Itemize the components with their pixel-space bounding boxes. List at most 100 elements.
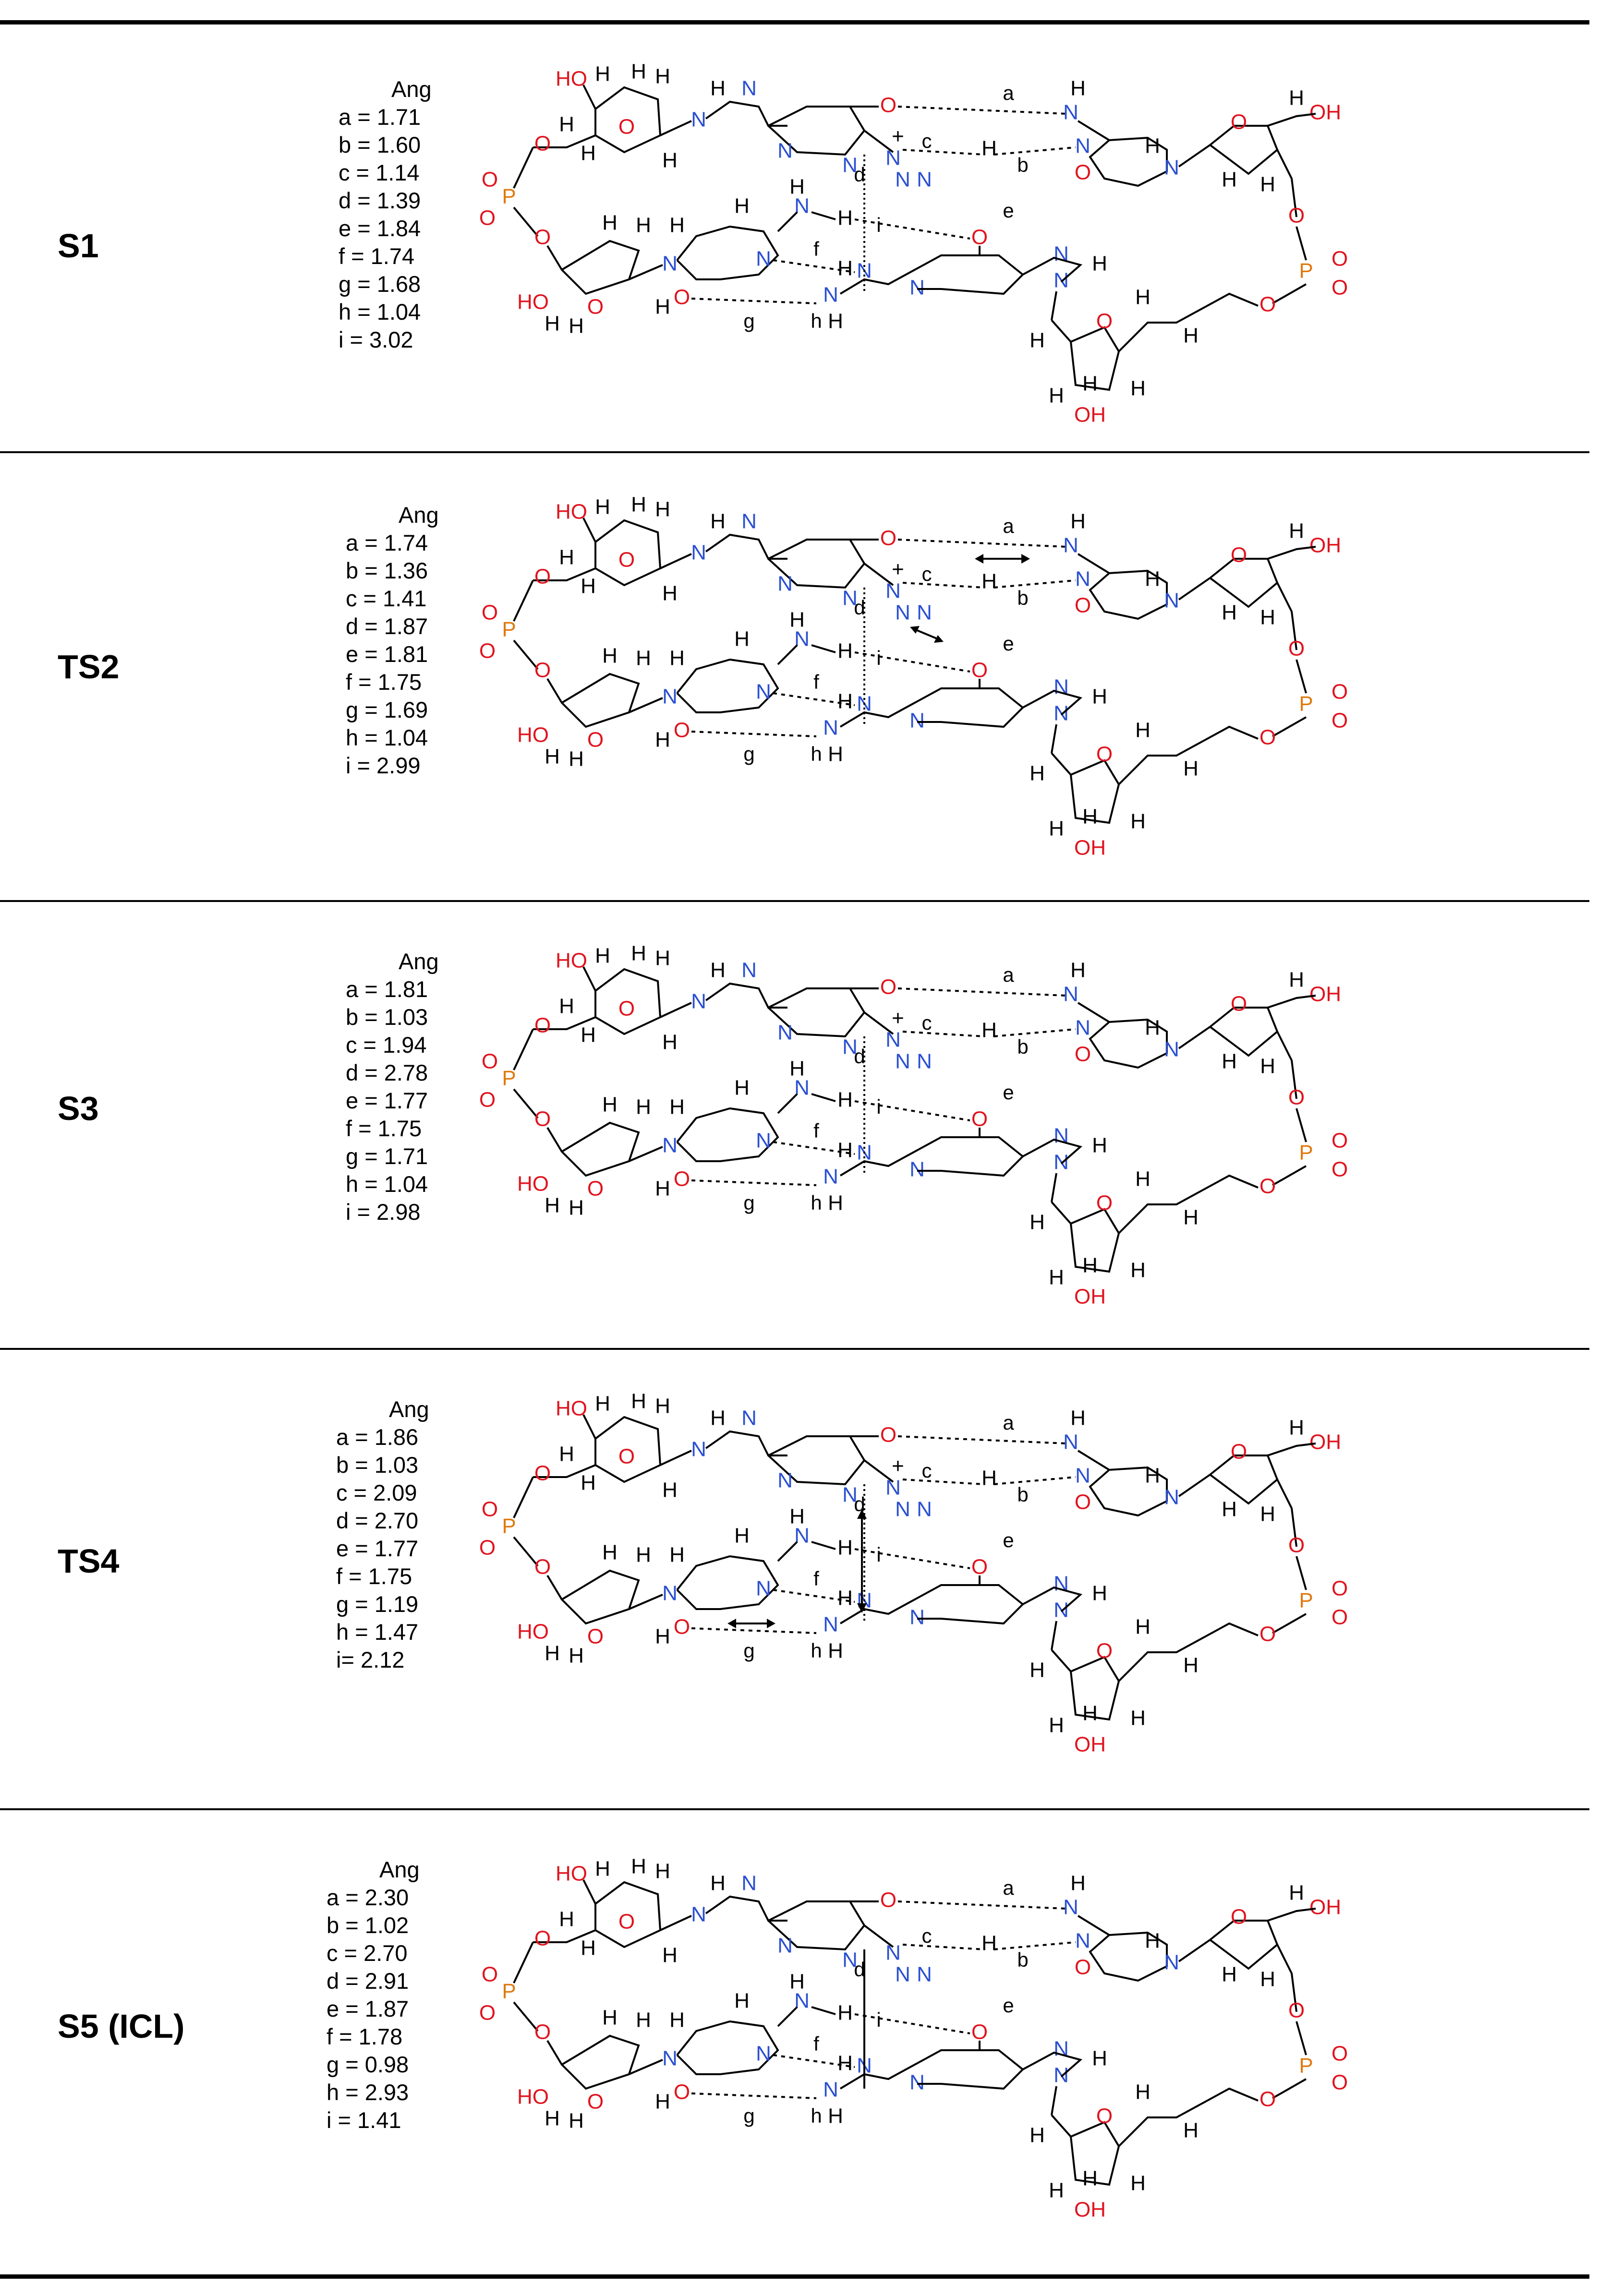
hydrogen: H	[837, 1088, 853, 1112]
hydrogen: H	[595, 1857, 610, 1881]
hbond-g	[691, 2092, 817, 2099]
hydrogen: H	[581, 1023, 596, 1047]
distance-value: c = 2.70	[327, 1940, 408, 1966]
hydrogen: H	[662, 1944, 678, 1967]
distance-value: b = 1.60	[339, 132, 421, 157]
phosphate-oxygen: O	[1332, 247, 1348, 271]
glycosidic-bond	[629, 1146, 663, 1162]
distance-parameters: Ang a = 1.86 b = 1.03 c = 2.09 d = 2.70 e = 1…	[336, 1395, 429, 1674]
bond	[811, 2006, 836, 2015]
phosphodiester-bond	[513, 147, 534, 189]
glycosidic-bond	[629, 1594, 663, 1610]
distance-value: c = 1.41	[346, 586, 427, 611]
hydrogen: H	[1082, 2167, 1098, 2190]
distance-value: e = 1.84	[339, 216, 421, 241]
carbonyl-oxygen: O	[1075, 1956, 1091, 1979]
hbond-e	[854, 1100, 970, 1121]
hydrogen: H	[1260, 1055, 1275, 1078]
hydrogen: H	[1289, 968, 1304, 992]
bond-label-b: b	[1017, 587, 1028, 609]
species-label: S5 (ICL)	[58, 2007, 185, 2045]
sugar-ring-oxygen: O	[1231, 543, 1247, 567]
arrow-head	[767, 1619, 775, 1628]
oxygen: O	[1288, 204, 1305, 228]
hbond-f	[773, 1141, 855, 1155]
hydrogen: H	[837, 206, 853, 230]
bond	[1267, 1443, 1316, 1456]
distance-value: e = 1.77	[336, 1536, 419, 1561]
hydrogen: H	[828, 1191, 843, 1215]
hbond-c	[902, 582, 985, 589]
hydroxyl-group: OH	[1309, 983, 1341, 1006]
hydrogen: H	[1049, 384, 1064, 408]
diazonium-nitrogen: N	[917, 1050, 932, 1073]
hbond-f	[773, 259, 855, 273]
sugar-ring-oxygen: O	[1231, 992, 1247, 1016]
hydrogen: H	[655, 498, 670, 521]
ring-nitrogen: N	[741, 77, 757, 100]
phosphate-oxygen: O	[482, 601, 498, 625]
phosphorus-right: P	[1299, 1141, 1313, 1165]
hydrogen: H	[1183, 1206, 1199, 1229]
hydrogen: H	[655, 295, 670, 319]
sugar-ring-bond	[546, 1569, 640, 1625]
pyrimidine-ring-bond	[676, 1555, 779, 1610]
distance-value: h = 1.04	[346, 1171, 428, 1197]
oxygen: O	[1260, 1175, 1276, 1198]
arrow-head	[910, 626, 920, 634]
phosphorus-left: P	[502, 1067, 516, 1090]
bond	[533, 1929, 596, 1943]
bond-label-f: f	[813, 238, 819, 260]
hydrogen: H	[828, 310, 843, 333]
phosphodiester-bond	[1272, 2078, 1307, 2099]
bond	[533, 134, 596, 148]
hydrogen: H	[1087, 1309, 1102, 1310]
bond-label-a: a	[1003, 1411, 1014, 1434]
phosphate-oxygen: O	[1332, 680, 1348, 704]
hbond-e	[854, 2013, 970, 2034]
phosphodiester-bond	[513, 1477, 534, 1518]
hydrogen: H	[734, 194, 750, 218]
hydrogen: H	[662, 1479, 678, 1502]
ring-nitrogen: N	[1054, 1151, 1069, 1174]
diazonium-carbon-nitrogen: N	[842, 587, 858, 610]
bond-label-b: b	[1017, 1483, 1028, 1506]
ring-nitrogen: N	[1054, 702, 1069, 725]
phosphodiester-bond	[513, 1536, 539, 1567]
phosphate-oxygen: O	[480, 639, 496, 663]
ring-nitrogen: N	[885, 146, 901, 170]
arrow-head	[1021, 554, 1030, 564]
sugar-ring-oxygen: O	[1231, 110, 1247, 134]
glycosidic-bond	[1051, 1173, 1057, 1202]
sugar-ring-oxygen: O	[1096, 2104, 1113, 2128]
distance-value: i = 3.02	[339, 327, 413, 352]
ring-nitrogen: N	[756, 680, 771, 704]
distance-value: e = 1.87	[327, 1996, 409, 2021]
hydrogen: H	[1145, 567, 1160, 591]
hydrogen: H	[595, 1392, 610, 1416]
hydrogen: H	[1130, 810, 1146, 833]
hydrogen: H	[631, 1855, 646, 1878]
hbond-c	[902, 1031, 985, 1037]
diazonium-nitrogen: N	[917, 168, 932, 192]
hydrogen: H	[1145, 1929, 1160, 1953]
sugar-ring-oxygen: O	[587, 728, 604, 752]
phosphate-oxygen: O	[482, 1963, 498, 1986]
diazonium-nitrogen: N	[917, 601, 932, 625]
hydrogen: H	[655, 1394, 670, 1418]
amino-nitrogen: N	[794, 1524, 810, 1548]
hydrogen: H	[1087, 427, 1102, 428]
bond-label-e: e	[1003, 1529, 1014, 1551]
pyrimidine-ring-bond	[1077, 1002, 1168, 1069]
hydrogen: H	[631, 60, 646, 84]
hydrogen: H	[1222, 1963, 1237, 1986]
phosphodiester-bond	[1296, 659, 1307, 694]
hydrogen: H	[1135, 719, 1151, 742]
hydrogen: H	[545, 1194, 560, 1217]
hydrogen: H	[1070, 510, 1086, 533]
hydrogen: H	[559, 995, 574, 1018]
hydrogen: H	[1222, 168, 1237, 192]
unit-label: Ang	[391, 76, 432, 102]
hbond-e	[854, 1548, 970, 1569]
phosphodiester-bond	[513, 1029, 534, 1070]
